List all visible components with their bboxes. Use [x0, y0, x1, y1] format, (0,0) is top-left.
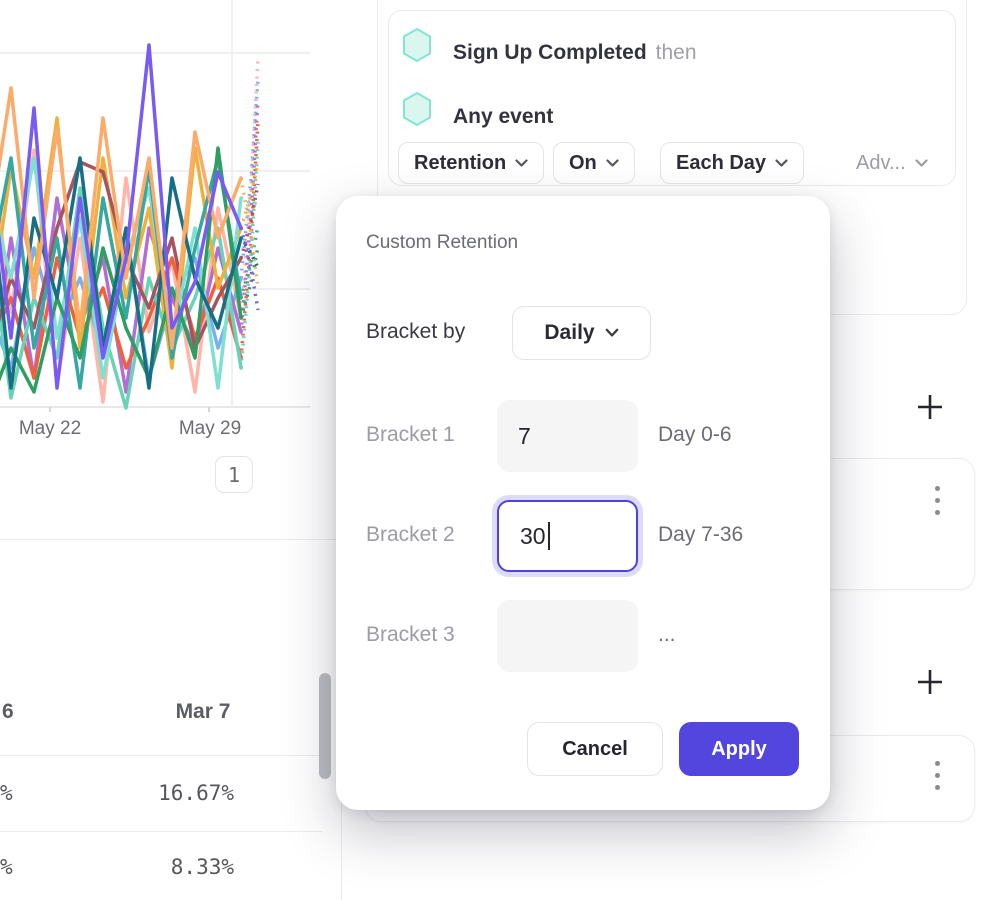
retention-line-chart — [0, 0, 310, 412]
chart-series-lines — [0, 43, 260, 410]
bracket-1-value: 7 — [518, 422, 531, 449]
event-steps-card: Sign Up Completed then Any event Retentio… — [388, 10, 956, 186]
bracket-2-value: 30 — [520, 522, 546, 549]
card-more-options-button[interactable] — [930, 761, 944, 790]
table-scrollbar-thumb[interactable] — [319, 673, 331, 779]
bracket-3-range: ... — [658, 623, 676, 646]
chevron-down-icon — [605, 328, 618, 337]
table-header-mar-7: Mar 7 — [175, 700, 231, 723]
kebab-dot — [934, 773, 940, 778]
event-step-1[interactable]: Sign Up Completed then — [453, 41, 697, 65]
bracket-1-label: Bracket 1 — [366, 423, 455, 446]
add-section-button[interactable] — [916, 668, 944, 696]
bracket-2-input[interactable]: 30 — [497, 500, 638, 572]
event-1-name: Sign Up Completed — [453, 41, 647, 64]
card-more-options-button[interactable] — [930, 486, 944, 515]
modal-title: Custom Retention — [366, 232, 519, 253]
table-divider — [0, 755, 322, 756]
x-tick-may-22: May 22 — [18, 418, 82, 439]
custom-retention-modal: Custom Retention Bracket by Daily Bracke… — [336, 196, 830, 810]
table-cell-value: 16.67% — [158, 781, 234, 805]
add-section-button[interactable] — [916, 393, 944, 421]
bracket-3-label: Bracket 3 — [366, 623, 455, 646]
text-caret — [547, 522, 550, 550]
retention-dropdown-label: Retention — [414, 151, 507, 174]
bracket-by-label: Bracket by — [366, 320, 466, 343]
chevron-down-icon — [915, 158, 928, 167]
event-hexagon-icon — [403, 92, 431, 126]
bracket-2-label: Bracket 2 — [366, 523, 455, 546]
each-day-dropdown[interactable]: Each Day — [660, 142, 805, 184]
chevron-down-icon — [606, 158, 619, 167]
on-dropdown[interactable]: On — [553, 142, 635, 184]
kebab-dot — [934, 510, 940, 515]
bracket-by-value: Daily — [544, 321, 595, 344]
table-header-partial: 6 — [2, 700, 14, 723]
left-section-divider — [0, 539, 341, 540]
each-day-dropdown-label: Each Day — [676, 151, 767, 174]
bracket-1-input[interactable]: 7 — [497, 400, 638, 472]
table-cell-partial: % — [0, 781, 13, 805]
advanced-dropdown-label: Adv... — [856, 151, 906, 174]
table-divider — [0, 831, 322, 832]
bracket-2-range: Day 7-36 — [658, 523, 744, 546]
event-then-connector: then — [655, 41, 697, 64]
retention-type-dropdown[interactable]: Retention — [398, 142, 545, 184]
cancel-button[interactable]: Cancel — [527, 722, 663, 776]
x-tick-may-29: May 29 — [178, 418, 242, 439]
kebab-dot — [934, 761, 940, 766]
apply-button[interactable]: Apply — [679, 722, 799, 776]
kebab-dot — [934, 486, 940, 491]
table-cell-partial: % — [0, 855, 13, 879]
advanced-dropdown[interactable]: Adv... — [856, 142, 928, 184]
bracket-by-dropdown[interactable]: Daily — [512, 306, 651, 360]
chevron-down-icon — [775, 158, 788, 167]
bracket-3-input[interactable] — [497, 600, 638, 672]
chevron-down-icon — [515, 158, 528, 167]
kebab-dot — [934, 785, 940, 790]
chart-pagination-button[interactable]: 1 — [215, 456, 253, 493]
bracket-1-range: Day 0-6 — [658, 423, 732, 446]
table-cell-value: 8.33% — [170, 855, 234, 879]
kebab-dot — [934, 498, 940, 503]
event-hexagon-icon — [403, 28, 431, 62]
on-dropdown-label: On — [569, 151, 597, 174]
event-step-2[interactable]: Any event — [453, 105, 554, 128]
